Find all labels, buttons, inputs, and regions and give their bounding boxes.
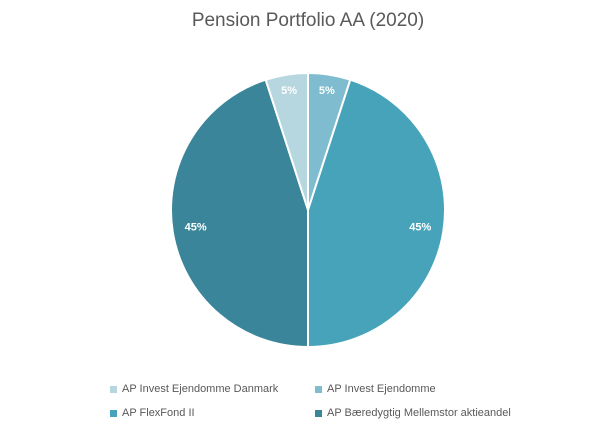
legend-item-ap-invest-ejendomme: AP Invest Ejendomme [315, 383, 436, 395]
legend-label: AP FlexFond II [122, 407, 195, 419]
legend-swatch [315, 409, 322, 417]
data-label-ap-invest-ejendomme: 5% [319, 85, 335, 97]
pie-slice-ap-flexfond-ii [307, 78, 446, 349]
data-label-ap-invest-ejendomme-danmark: 5% [281, 85, 297, 97]
legend-item-ap-invest-ejendomme-danmark: AP Invest Ejendomme Danmark [110, 383, 278, 395]
legend-swatch [110, 385, 117, 393]
legend-label: AP Invest Ejendomme Danmark [122, 383, 279, 395]
legend-item-ap-flexfond-ii: AP FlexFond II [110, 407, 195, 419]
pie-slice-ap-invest-ejendomme-danmark [264, 71, 309, 211]
legend-label: AP Bæredygtig Mellemstor aktieandel [327, 407, 511, 419]
data-label-ap-flexfond-ii: 45% [409, 222, 431, 234]
legend-label: AP Invest Ejendomme [327, 383, 436, 395]
legend-swatch [110, 409, 117, 417]
data-label-ap-baeredygtig-mellemstor-aktieandel: 45% [185, 222, 207, 234]
pie-slice-ap-baeredygtig-mellemstor-aktieandel [170, 78, 309, 349]
chart-title: Pension Portfolio AA (2020) [191, 10, 425, 31]
legend-swatch [315, 385, 322, 393]
legend-item-ap-baeredygtig-mellemstor-aktieandel: AP Bæredygtig Mellemstor aktieandel [315, 407, 511, 419]
